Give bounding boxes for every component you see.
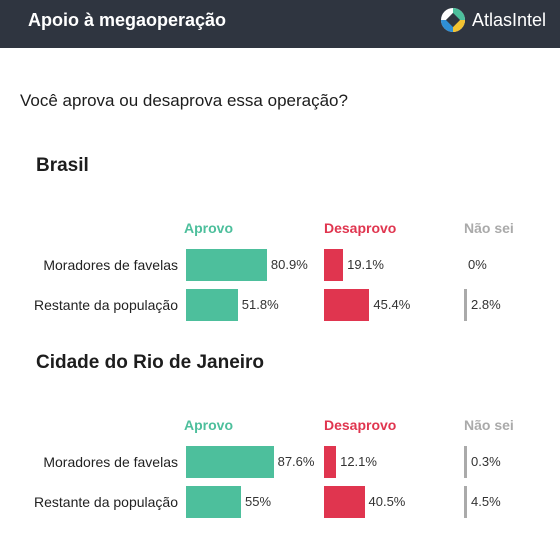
- legend-nao-sei: Não sei: [464, 220, 514, 236]
- bar-desaprovo: [324, 289, 370, 321]
- data-label: 0%: [468, 257, 487, 272]
- data-label: 87.6%: [277, 454, 315, 469]
- bar-nao-sei: [464, 446, 467, 478]
- header-title: Apoio à megaoperação: [28, 10, 227, 30]
- data-label: 51.8%: [241, 297, 279, 312]
- data-label: 19.1%: [347, 257, 384, 272]
- bar-desaprovo: [324, 486, 365, 518]
- legend-desaprovo: Desaprovo: [324, 417, 397, 433]
- legend-aprovo: Aprovo: [184, 220, 233, 236]
- data-label: 2.8%: [471, 297, 501, 312]
- category-label: Moradores de favelas: [43, 257, 178, 273]
- bar-desaprovo: [324, 249, 344, 281]
- bar-nao-sei: [464, 289, 467, 321]
- atlasintel-logo-icon: [440, 8, 465, 32]
- legend-aprovo: Aprovo: [184, 417, 233, 433]
- bar-aprovo: [186, 446, 274, 478]
- legend-desaprovo: Desaprovo: [324, 220, 397, 236]
- data-label: 4.5%: [471, 494, 501, 509]
- survey-question: Você aprova ou desaprova essa operação?: [20, 91, 348, 110]
- bar-desaprovo: [324, 446, 337, 478]
- bar-aprovo: [186, 289, 238, 321]
- category-label: Restante da população: [34, 297, 178, 313]
- chart-title: Brasil: [36, 155, 89, 176]
- bar-aprovo: [186, 486, 241, 518]
- data-label: 45.4%: [373, 297, 411, 312]
- bar-aprovo: [186, 249, 267, 281]
- data-label: 12.1%: [340, 454, 377, 469]
- legend-nao-sei: Não sei: [464, 417, 514, 433]
- bar-nao-sei: [464, 486, 467, 518]
- category-label: Restante da população: [34, 494, 178, 510]
- brand-logo: AtlasIntel: [440, 5, 546, 35]
- category-label: Moradores de favelas: [43, 454, 178, 470]
- data-label: 80.9%: [270, 257, 308, 272]
- data-label: 0.3%: [471, 454, 501, 469]
- data-label: 40.5%: [368, 494, 406, 509]
- data-label: 55%: [245, 494, 272, 509]
- header-bar: Apoio à megaoperação AtlasIntel: [0, 0, 560, 48]
- brand-name: AtlasIntel: [471, 9, 546, 30]
- chart-title: Cidade do Rio de Janeiro: [36, 352, 265, 373]
